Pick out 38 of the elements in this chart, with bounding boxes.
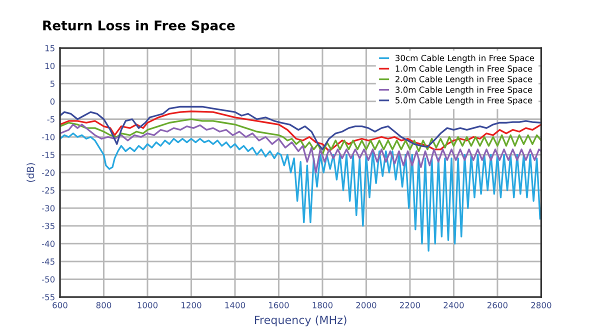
x-tick-label: 1600 bbox=[269, 302, 289, 308]
line-series bbox=[60, 118, 542, 156]
x-tick-label: 2400 bbox=[444, 302, 464, 308]
legend-label: 1.0m Cable Length in Free Space bbox=[396, 65, 532, 74]
y-tick-label: 0 bbox=[50, 98, 55, 105]
legend-label: 3.0m Cable Length in Free Space bbox=[396, 86, 532, 94]
x-tick-label: 1000 bbox=[138, 302, 158, 308]
x-tick-label: 2000 bbox=[356, 302, 376, 308]
y-tick-label: -50 bbox=[42, 276, 55, 283]
y-tick-label: -55 bbox=[42, 294, 54, 300]
y-tick-label: -35 bbox=[42, 222, 54, 230]
legend-label: 2.0m Cable Length in Free Space bbox=[396, 76, 532, 84]
y-tick-label: -25 bbox=[42, 187, 54, 194]
x-tick-label: 2200 bbox=[400, 302, 420, 308]
line-series bbox=[60, 132, 541, 252]
y-tick-label: -40 bbox=[42, 240, 55, 247]
x-tick-label: 1200 bbox=[182, 302, 202, 308]
x-tick-label: 2800 bbox=[531, 302, 552, 308]
x-tick-label: 1800 bbox=[312, 302, 333, 308]
x-tick-label: 1400 bbox=[225, 302, 246, 308]
y-tick-label: -10 bbox=[42, 134, 55, 140]
x-tick-label: 2600 bbox=[487, 302, 508, 308]
y-tick-label: -15 bbox=[42, 152, 54, 158]
x-axis-title: Frequency (MHz) bbox=[255, 316, 346, 326]
y-tick-label: -30 bbox=[42, 205, 55, 212]
x-tick-label: 800 bbox=[96, 302, 112, 308]
y-tick-label: -45 bbox=[42, 258, 54, 265]
y-tick-label: 10 bbox=[45, 62, 55, 70]
y-tick-label: 15 bbox=[45, 45, 54, 52]
legend-label: 30cm Cable Length in Free Space bbox=[396, 54, 534, 63]
y-tick-label: 5 bbox=[50, 80, 54, 87]
x-tick-label: 600 bbox=[52, 302, 68, 308]
y-tick-label: -20 bbox=[42, 170, 55, 176]
legend-label: 5.0m Cable Length in Free Space bbox=[396, 96, 532, 106]
y-tick-label: -5 bbox=[47, 116, 54, 122]
chart-title: Return Loss in Free Space bbox=[43, 20, 235, 33]
line-series bbox=[60, 124, 542, 174]
y-axis-title: (dB) bbox=[26, 163, 36, 182]
